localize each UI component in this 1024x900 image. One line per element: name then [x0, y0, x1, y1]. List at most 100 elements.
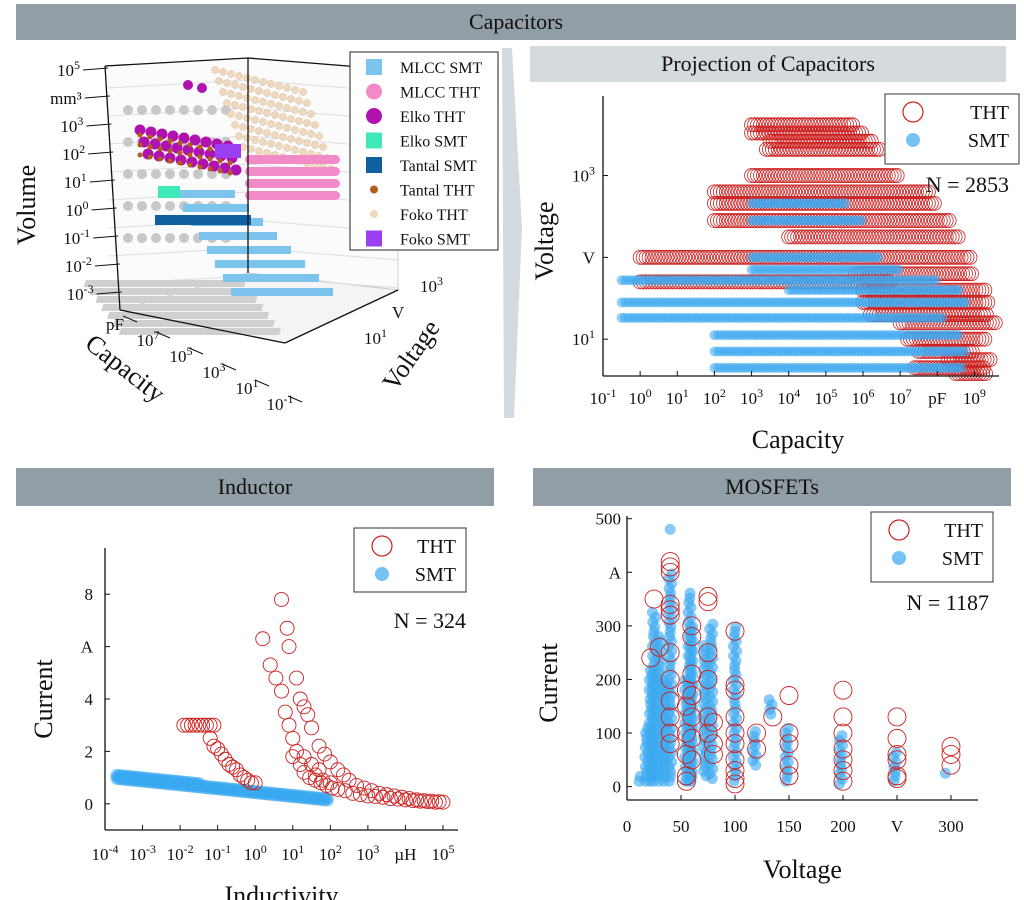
tht-point — [420, 794, 436, 810]
elko-tht-point — [134, 124, 146, 136]
tht-point — [725, 761, 745, 780]
smt-point — [251, 787, 264, 800]
foko-tht-point — [251, 76, 259, 84]
tht-point — [923, 229, 939, 245]
foko-tht-point — [235, 112, 243, 120]
legend-marker — [370, 185, 378, 194]
smt-point — [123, 770, 136, 783]
tht-point — [846, 184, 862, 200]
tantal-smt-block — [187, 215, 195, 225]
y-tick-label: 300 — [596, 617, 622, 636]
smt-point — [188, 776, 201, 789]
tht-point — [638, 249, 654, 265]
tht-point — [926, 249, 942, 265]
tht-point — [747, 723, 767, 743]
tht-point — [943, 266, 959, 282]
tht-point — [236, 770, 252, 786]
tht-point — [887, 750, 907, 770]
tht-point — [818, 168, 834, 183]
smt-point — [131, 770, 144, 783]
tht-point — [864, 195, 880, 211]
z-axis — [104, 65, 121, 311]
tantal-tht-point — [137, 142, 143, 148]
shadow-bar — [107, 312, 270, 319]
tht-point — [225, 759, 241, 775]
z-axis-title: Volume — [12, 165, 41, 245]
smt-point — [180, 775, 193, 788]
tht-point — [912, 184, 927, 200]
smt-point — [317, 794, 330, 807]
tht-point — [903, 249, 918, 265]
foko-tht-point — [259, 138, 267, 146]
smt-point — [117, 769, 130, 782]
tantal-tht-point — [187, 152, 193, 158]
smt-point — [143, 774, 156, 787]
z-tick-label: 103 — [60, 114, 83, 136]
smt-point — [836, 730, 848, 742]
mlcc-smt-bar — [231, 288, 333, 296]
shadow-point — [193, 169, 203, 179]
tht-point — [730, 195, 746, 211]
tht-point — [923, 195, 939, 211]
tht-point — [833, 680, 853, 700]
tht-point — [885, 184, 901, 200]
tht-point — [268, 670, 284, 686]
tht-point — [811, 229, 826, 245]
smt-point — [267, 786, 280, 799]
tht-point — [833, 739, 853, 759]
tantal-tht-point — [137, 132, 143, 138]
smt-point — [308, 791, 321, 804]
tht-point — [961, 315, 976, 331]
elko-tht-point — [230, 164, 242, 176]
smt-point — [192, 781, 205, 794]
smt-point — [195, 779, 208, 792]
tht-point — [725, 723, 745, 743]
tht-point — [779, 734, 799, 754]
tht-point — [879, 195, 895, 211]
smt-point — [228, 782, 241, 795]
smt-point — [114, 773, 127, 786]
tht-point — [929, 249, 945, 265]
smt-point — [192, 777, 205, 790]
tht-point — [977, 282, 993, 298]
tht-point — [975, 315, 991, 331]
tht-point — [857, 141, 872, 157]
tht-point — [802, 229, 817, 245]
z-tick-label: 10-2 — [65, 254, 92, 276]
smt-point — [287, 788, 300, 801]
tht-point — [206, 717, 222, 733]
smt-point — [161, 776, 174, 789]
foko-tht-point — [235, 92, 243, 100]
smt-point — [176, 779, 189, 792]
smt-point — [185, 780, 198, 793]
smt-point — [304, 790, 317, 803]
z-tick — [91, 207, 117, 211]
smt-point — [153, 775, 166, 788]
tht-point — [833, 771, 853, 791]
x-tick-label: 105 — [814, 386, 837, 408]
elko-tht-point — [160, 140, 172, 152]
tht-point — [759, 141, 774, 157]
tht-point — [915, 249, 930, 265]
tht-point — [915, 184, 930, 200]
x-tick — [287, 395, 303, 403]
tht-point — [662, 249, 678, 265]
tht-point — [647, 249, 663, 265]
tht-point — [767, 117, 783, 133]
smt-point — [125, 772, 138, 785]
tht-point — [967, 307, 982, 323]
tht-point — [876, 213, 892, 228]
mlcc-smt-bar — [175, 190, 235, 198]
foko-tht-point — [283, 84, 291, 92]
tht-point — [845, 117, 861, 133]
tht-point — [952, 315, 967, 331]
tht-point — [813, 229, 829, 245]
x-tick-label: 200 — [830, 817, 856, 836]
tht-point — [824, 117, 840, 133]
tht-point — [845, 168, 861, 183]
tht-point — [868, 168, 884, 183]
x-tick-label: 10-4 — [92, 842, 119, 864]
smt-point — [210, 783, 223, 796]
tht-point — [725, 734, 745, 754]
smt-point — [287, 791, 300, 804]
